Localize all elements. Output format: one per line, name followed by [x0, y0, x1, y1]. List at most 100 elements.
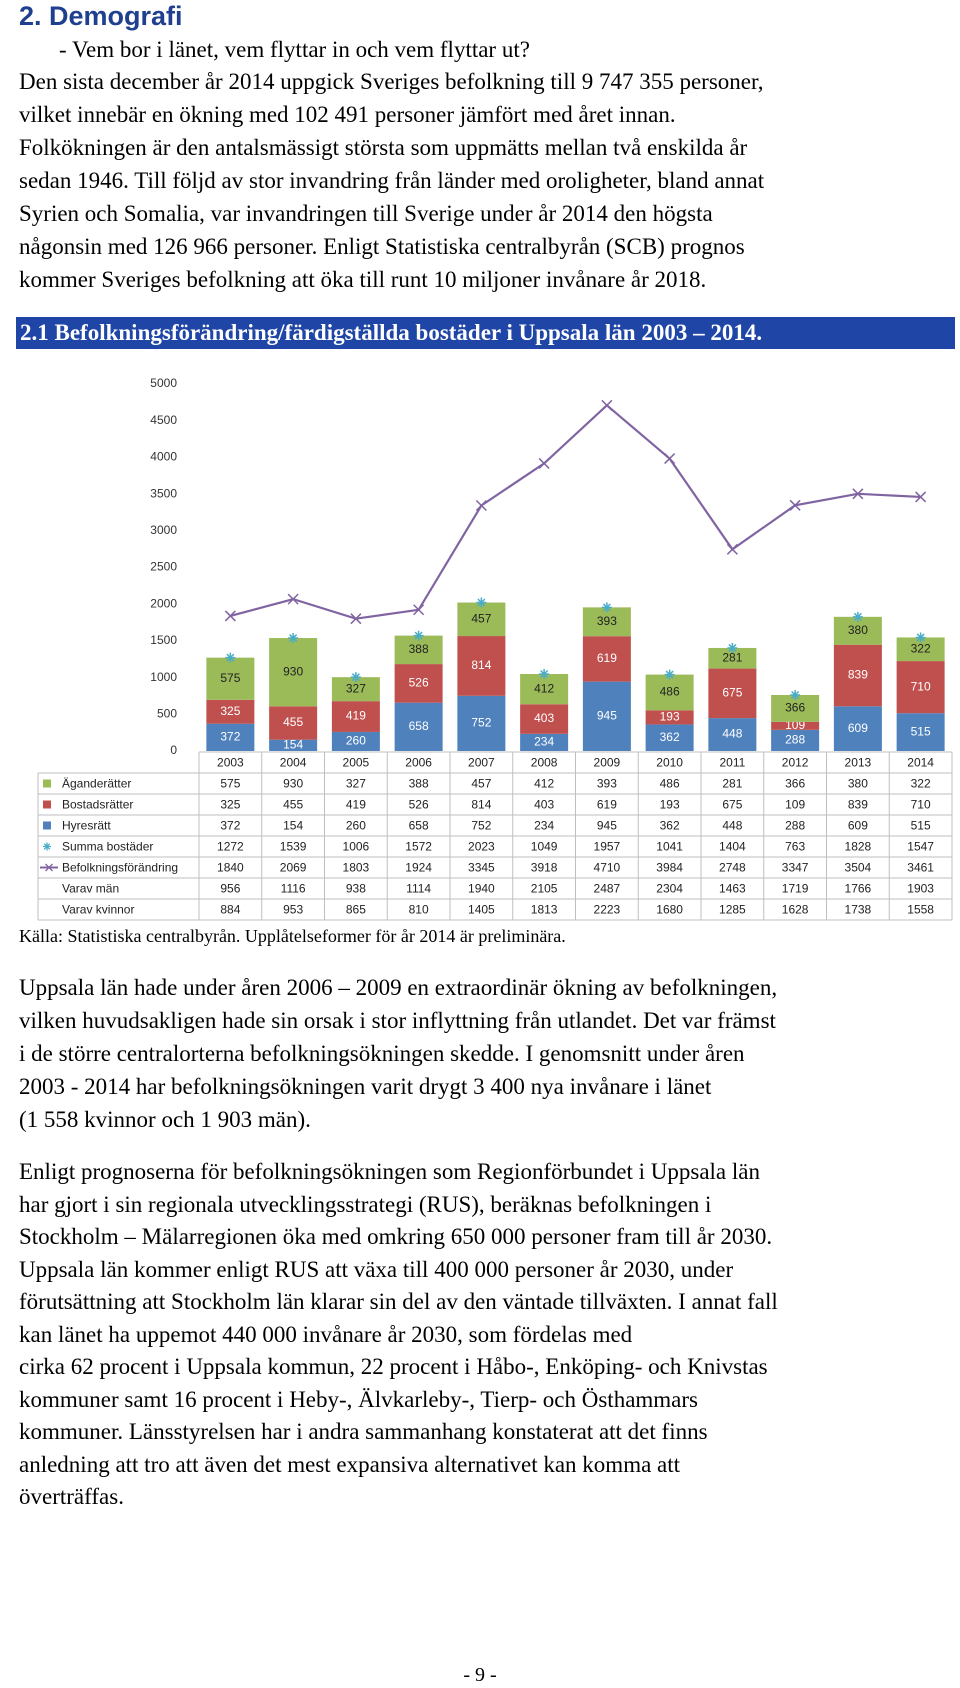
table-cell: 281 — [722, 777, 742, 791]
table-cell: 1840 — [217, 861, 244, 875]
bar-segment — [645, 674, 694, 711]
table-cell: 3504 — [845, 861, 872, 875]
table-cell: 1114 — [406, 882, 431, 896]
line-marker — [350, 613, 362, 625]
data-label: 752 — [471, 716, 491, 730]
bar-segment — [394, 664, 443, 703]
data-label: 486 — [660, 685, 680, 699]
table-cell: 675 — [722, 798, 742, 812]
table-cell: 372 — [220, 819, 240, 833]
total-marker — [852, 611, 863, 622]
table-cell: 1803 — [343, 861, 370, 875]
legend-key — [43, 779, 51, 788]
legend-key — [45, 863, 53, 872]
table-cell: 658 — [409, 819, 429, 833]
bar-segment — [206, 723, 255, 751]
data-label: 193 — [660, 710, 680, 724]
legend-label: Varav män — [62, 882, 119, 896]
legend-label: Befolkningsförändring — [62, 861, 178, 875]
line-marker — [915, 491, 927, 503]
text-line: Stockholm – Mälarregionen öka med omkrin… — [19, 1224, 773, 1249]
source-note: Källa: Statistiska centralbyrån. Upplåte… — [19, 926, 566, 946]
table-cell: 193 — [660, 798, 680, 812]
table-cell: 366 — [785, 777, 805, 791]
total-marker — [225, 652, 236, 663]
table-cell: 393 — [597, 777, 617, 791]
bar-segment — [269, 638, 318, 707]
legend-label: Äganderätter — [62, 777, 131, 791]
table-cell: 2223 — [594, 903, 621, 917]
line-marker — [852, 488, 864, 500]
x-tick-label: 2014 — [907, 756, 934, 770]
table-cell: 953 — [283, 903, 303, 917]
total-marker — [727, 642, 738, 653]
table-cell: 814 — [471, 798, 491, 812]
bar-segment — [457, 636, 506, 696]
data-label: 419 — [346, 709, 366, 723]
y-tick-label: 500 — [157, 706, 177, 720]
table-cell: 609 — [848, 819, 868, 833]
table-cell: 945 — [597, 819, 617, 833]
legend-label: Summa bostäder — [62, 840, 153, 854]
text-line: Syrien och Somalia, var invandringen til… — [19, 201, 713, 226]
table-cell: 930 — [283, 777, 303, 791]
table-cell: 457 — [471, 777, 491, 791]
text-line: kan länet ha uppemot 440 000 invånare år… — [19, 1321, 633, 1347]
total-marker — [915, 632, 926, 643]
table-cell: 486 — [660, 777, 680, 791]
line-marker — [475, 499, 487, 512]
bar-segment — [833, 644, 882, 707]
y-tick-label: 2500 — [150, 560, 177, 574]
table-cell: 865 — [346, 903, 366, 917]
table-cell: 1272 — [217, 840, 244, 854]
bar-segment — [896, 713, 945, 751]
table-cell: 260 — [346, 819, 366, 833]
table-cell: 1041 — [656, 840, 683, 854]
y-tick-label: 4000 — [150, 450, 177, 464]
bar-segment — [708, 718, 757, 751]
bar-segment — [457, 602, 506, 637]
data-label: 154 — [283, 738, 303, 752]
bar-segment — [269, 706, 318, 740]
x-tick-label: 2005 — [343, 756, 370, 770]
data-label: 814 — [471, 658, 491, 672]
table-cell: 752 — [471, 819, 491, 833]
text-line: (1 558 kvinnor och 1 903 män). — [19, 1106, 311, 1132]
bar-segment — [645, 724, 694, 751]
x-tick-label: 2009 — [594, 756, 621, 770]
line-marker — [726, 543, 738, 555]
text-line: Enligt prognoserna för befolkningsökning… — [19, 1159, 760, 1184]
table-cell: 1828 — [845, 840, 872, 854]
table-cell: 234 — [534, 819, 554, 833]
bar-segment — [833, 706, 882, 751]
table-cell: 2023 — [468, 840, 495, 854]
data-label: 327 — [346, 681, 366, 695]
data-label: 380 — [848, 623, 868, 637]
table-cell: 4710 — [594, 861, 621, 875]
bar-segment — [896, 637, 945, 662]
table-cell: 403 — [534, 798, 554, 812]
bar-segment — [708, 647, 757, 669]
table-cell: 2105 — [531, 882, 558, 896]
table-cell: 839 — [848, 798, 868, 812]
data-label: 393 — [597, 614, 617, 628]
table-cell: 327 — [346, 777, 366, 791]
bar-segment — [708, 668, 757, 719]
y-tick-label: 3500 — [150, 486, 177, 500]
y-tick-label: 5000 — [150, 376, 177, 390]
table-cell: 1547 — [907, 840, 934, 854]
table-cell: 956 — [220, 882, 240, 896]
bar-segment — [269, 739, 318, 751]
table-cell: 380 — [848, 777, 868, 791]
bar-segment — [582, 681, 631, 751]
table-cell: 1903 — [907, 882, 934, 896]
table-cell: 154 — [283, 819, 303, 833]
table-cell: 388 — [409, 777, 429, 791]
section-heading: 2.1 Befolkningsförändring/färdigställda … — [16, 317, 955, 349]
data-label: 658 — [409, 719, 429, 733]
x-tick-label: 2013 — [845, 756, 872, 770]
data-label: 388 — [409, 642, 429, 656]
bar-segment — [394, 702, 443, 751]
table-cell: 1628 — [782, 903, 809, 917]
